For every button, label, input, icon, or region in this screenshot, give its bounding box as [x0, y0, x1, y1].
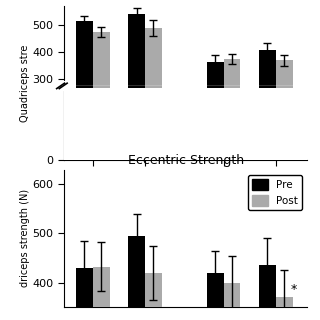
Bar — [76, 86, 93, 88]
Text: 1.0 radians/sec: 1.0 radians/sec — [94, 180, 180, 190]
Bar — [93, 267, 109, 320]
Bar — [76, 268, 93, 320]
Title: Eccentric Strength: Eccentric Strength — [128, 154, 244, 167]
Bar — [259, 86, 276, 88]
Bar — [207, 273, 223, 320]
Bar — [128, 86, 145, 88]
Text: 3.1 radians/sec: 3.1 radians/sec — [216, 180, 301, 190]
Y-axis label: driceps strength (N): driceps strength (N) — [20, 189, 30, 287]
Bar — [223, 59, 240, 160]
Text: *: * — [291, 284, 297, 296]
Bar — [128, 236, 145, 320]
Bar — [76, 21, 93, 160]
Bar — [276, 60, 292, 160]
Bar — [128, 14, 145, 160]
Bar — [276, 297, 292, 320]
Bar — [93, 32, 109, 160]
Bar — [207, 86, 223, 88]
Bar — [223, 283, 240, 320]
Bar — [207, 62, 223, 160]
Bar — [64, 86, 307, 160]
Y-axis label: Quadriceps stre: Quadriceps stre — [20, 44, 30, 122]
Bar — [276, 86, 292, 88]
Bar — [259, 50, 276, 160]
Bar — [93, 86, 109, 88]
Bar — [259, 265, 276, 320]
Text: *: * — [133, 0, 140, 6]
Bar — [223, 86, 240, 88]
Bar — [145, 86, 162, 88]
Legend: Pre, Post: Pre, Post — [248, 175, 302, 210]
Bar — [145, 273, 162, 320]
Bar — [145, 28, 162, 160]
